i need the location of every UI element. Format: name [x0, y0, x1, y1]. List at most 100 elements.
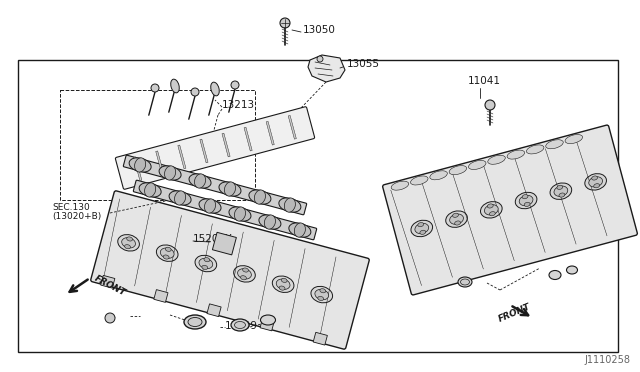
- Ellipse shape: [527, 145, 544, 154]
- Ellipse shape: [585, 174, 607, 190]
- Ellipse shape: [279, 198, 301, 212]
- Ellipse shape: [284, 198, 296, 212]
- Bar: [100, 275, 115, 288]
- Polygon shape: [308, 55, 345, 82]
- Bar: [266, 121, 275, 145]
- Text: 15200X: 15200X: [193, 234, 233, 244]
- Ellipse shape: [202, 265, 208, 269]
- Ellipse shape: [188, 317, 202, 327]
- Ellipse shape: [125, 245, 131, 249]
- Ellipse shape: [276, 279, 290, 289]
- Ellipse shape: [127, 237, 132, 241]
- Ellipse shape: [195, 255, 217, 272]
- Bar: [244, 127, 252, 151]
- Ellipse shape: [452, 213, 458, 217]
- Ellipse shape: [449, 166, 467, 174]
- Ellipse shape: [281, 278, 287, 282]
- Ellipse shape: [156, 245, 178, 262]
- Ellipse shape: [311, 286, 333, 303]
- Bar: [222, 133, 230, 157]
- Ellipse shape: [515, 192, 537, 209]
- Circle shape: [151, 84, 159, 92]
- FancyBboxPatch shape: [383, 125, 637, 295]
- Ellipse shape: [184, 315, 206, 329]
- Ellipse shape: [391, 181, 409, 190]
- Text: FRONT: FRONT: [93, 274, 127, 298]
- Ellipse shape: [195, 174, 205, 188]
- Circle shape: [105, 313, 115, 323]
- Ellipse shape: [199, 259, 212, 269]
- Ellipse shape: [554, 186, 568, 196]
- Ellipse shape: [159, 166, 181, 180]
- Text: (13020+B): (13020+B): [52, 212, 101, 221]
- Circle shape: [280, 18, 290, 28]
- Ellipse shape: [145, 183, 156, 197]
- Ellipse shape: [241, 276, 246, 280]
- Ellipse shape: [234, 321, 246, 328]
- Ellipse shape: [318, 296, 324, 301]
- Ellipse shape: [315, 289, 329, 300]
- Ellipse shape: [430, 171, 447, 180]
- Ellipse shape: [410, 176, 428, 185]
- Ellipse shape: [507, 150, 525, 159]
- Ellipse shape: [488, 155, 506, 164]
- Ellipse shape: [165, 247, 171, 251]
- Text: J1110258: J1110258: [584, 355, 630, 365]
- Ellipse shape: [237, 269, 252, 279]
- Bar: [207, 304, 221, 317]
- Ellipse shape: [199, 199, 221, 213]
- Ellipse shape: [169, 191, 191, 205]
- Ellipse shape: [549, 270, 561, 279]
- Ellipse shape: [415, 223, 429, 234]
- Ellipse shape: [546, 140, 563, 149]
- Ellipse shape: [320, 289, 326, 293]
- Ellipse shape: [294, 223, 305, 237]
- Bar: [288, 115, 296, 139]
- Ellipse shape: [259, 215, 281, 229]
- Ellipse shape: [231, 319, 249, 331]
- Ellipse shape: [164, 166, 175, 180]
- Ellipse shape: [454, 221, 461, 225]
- Bar: [200, 139, 208, 163]
- Ellipse shape: [189, 174, 211, 188]
- Ellipse shape: [418, 222, 424, 227]
- Ellipse shape: [550, 183, 572, 199]
- Ellipse shape: [118, 235, 140, 251]
- Bar: [313, 332, 328, 345]
- Ellipse shape: [565, 135, 582, 144]
- Ellipse shape: [129, 158, 151, 172]
- FancyBboxPatch shape: [91, 191, 369, 349]
- Ellipse shape: [484, 205, 498, 215]
- Text: 13213: 13213: [222, 100, 255, 110]
- Ellipse shape: [249, 190, 271, 204]
- Ellipse shape: [161, 248, 174, 258]
- Ellipse shape: [566, 266, 577, 274]
- Ellipse shape: [243, 268, 248, 272]
- Circle shape: [231, 81, 239, 89]
- Bar: [212, 232, 236, 255]
- Ellipse shape: [272, 276, 294, 292]
- Ellipse shape: [204, 257, 210, 262]
- Text: 13055: 13055: [347, 59, 380, 69]
- Ellipse shape: [175, 191, 186, 205]
- Ellipse shape: [594, 184, 600, 188]
- Ellipse shape: [591, 176, 598, 180]
- Ellipse shape: [134, 158, 146, 172]
- Ellipse shape: [211, 82, 220, 96]
- Ellipse shape: [559, 193, 565, 197]
- FancyBboxPatch shape: [115, 107, 315, 189]
- Ellipse shape: [260, 315, 275, 325]
- Text: 13050: 13050: [303, 25, 336, 35]
- FancyBboxPatch shape: [133, 180, 317, 240]
- Text: SEC.130: SEC.130: [52, 202, 90, 212]
- Ellipse shape: [490, 212, 495, 216]
- Ellipse shape: [205, 199, 216, 213]
- Bar: [60, 90, 255, 200]
- Ellipse shape: [219, 182, 241, 196]
- Circle shape: [317, 56, 323, 62]
- Ellipse shape: [589, 177, 602, 187]
- Ellipse shape: [519, 195, 533, 206]
- Ellipse shape: [234, 207, 246, 221]
- Ellipse shape: [557, 185, 563, 189]
- Ellipse shape: [279, 286, 285, 290]
